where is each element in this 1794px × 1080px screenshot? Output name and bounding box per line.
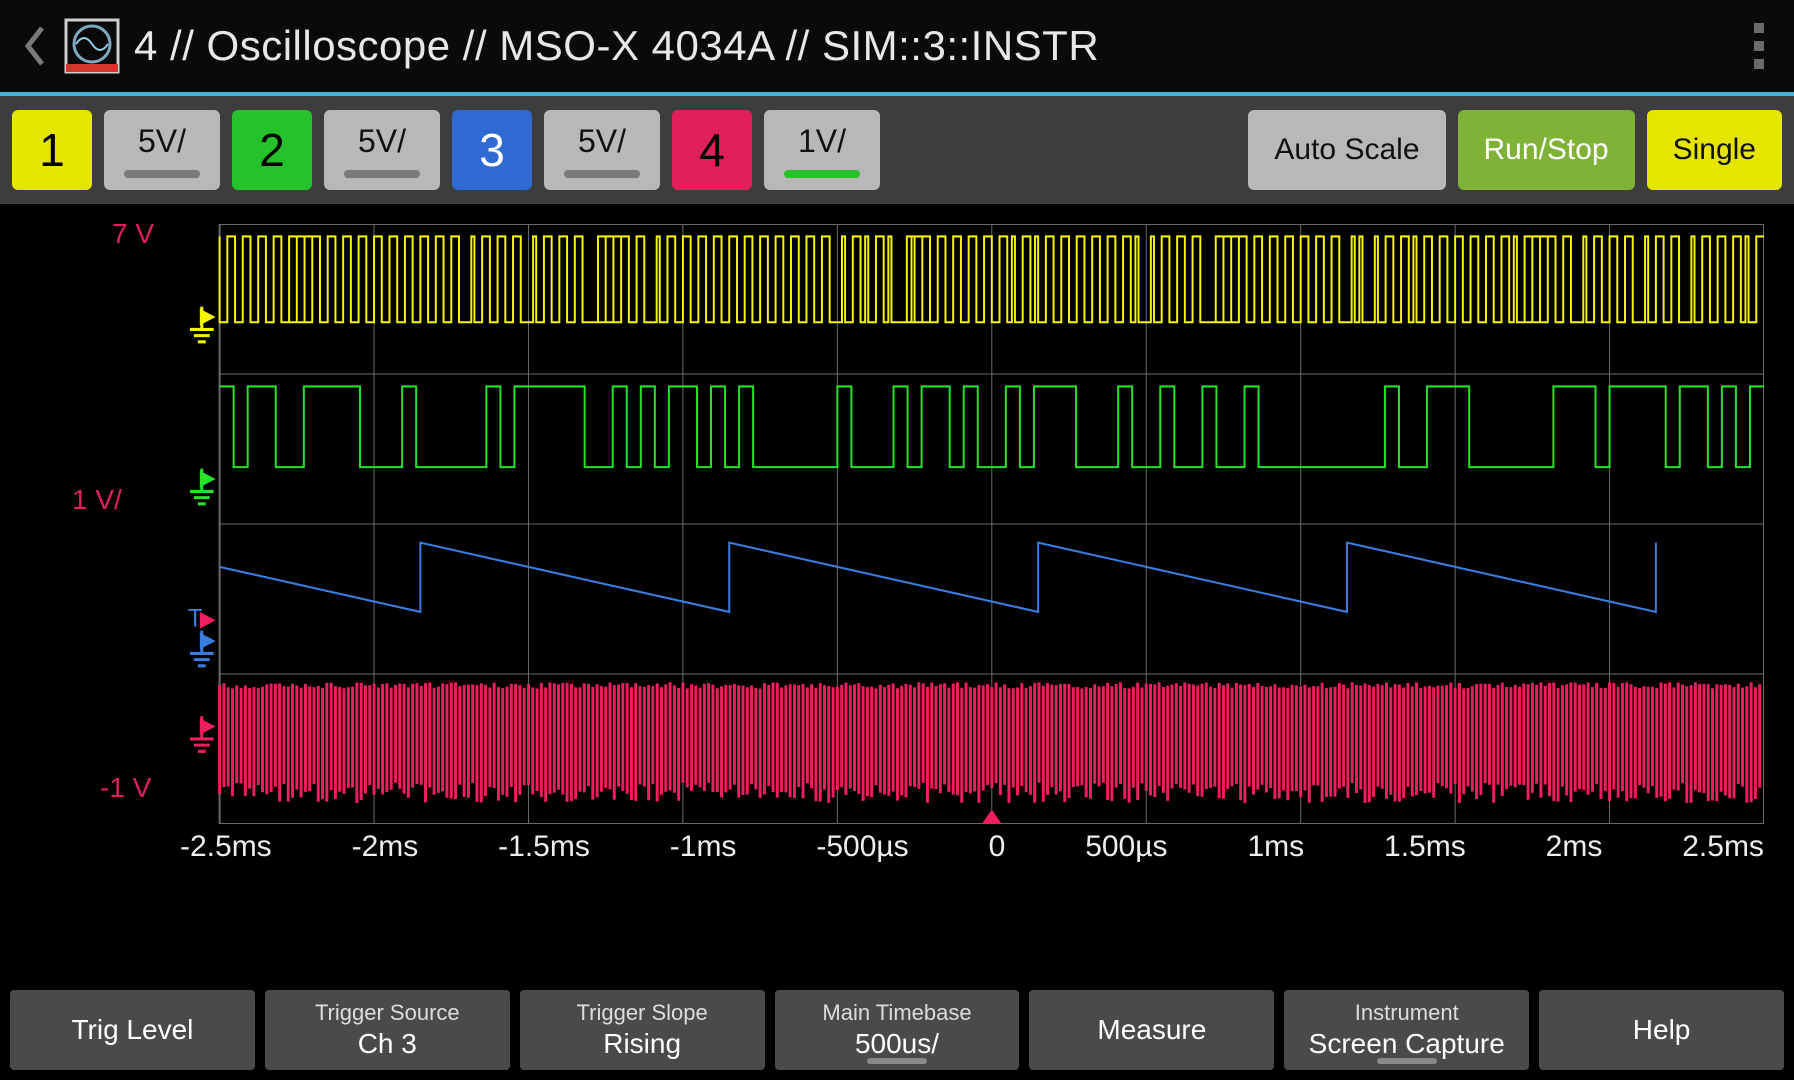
x-axis-labels: -2.5ms-2ms-1.5ms-1ms-500µs0500µs1ms1.5ms… — [180, 824, 1764, 864]
y-axis-scale-label: 1 V/ — [72, 484, 122, 516]
y-axis-top-label: 7 V — [112, 218, 154, 250]
channel-2-button[interactable]: 2 — [232, 110, 312, 190]
channel-3-button[interactable]: 3 — [452, 110, 532, 190]
channel-3-scale[interactable]: 5V/ — [544, 110, 660, 190]
channel-1-scale[interactable]: 5V/ — [104, 110, 220, 190]
trig-source-button[interactable]: Trigger SourceCh 3 — [265, 990, 510, 1070]
measure-button[interactable]: Measure — [1029, 990, 1274, 1070]
channel-control-bar: 15V/25V/35V/41V/ Auto Scale Run/Stop Sin… — [0, 96, 1794, 204]
bottom-toolbar: Trig LevelTrigger SourceCh 3Trigger Slop… — [0, 984, 1794, 1080]
channel-2-scale[interactable]: 5V/ — [324, 110, 440, 190]
page-title: 4 // Oscilloscope // MSO-X 4034A // SIM:… — [134, 22, 1099, 70]
title-bar: 4 // Oscilloscope // MSO-X 4034A // SIM:… — [0, 0, 1794, 92]
back-button[interactable] — [20, 16, 50, 76]
trig-slope-button[interactable]: Trigger SlopeRising — [520, 990, 765, 1070]
overflow-menu-icon[interactable] — [1754, 23, 1764, 69]
timebase-button[interactable]: Main Timebase500us/ — [775, 990, 1020, 1070]
trig-level-button[interactable]: Trig Level — [10, 990, 255, 1070]
channel-4-scale[interactable]: 1V/ — [764, 110, 880, 190]
single-button[interactable]: Single — [1647, 110, 1782, 190]
waveform-display[interactable]: 7 V 1 V/ -1 V T -2.5ms-2ms-1.5ms-1ms-500… — [0, 204, 1794, 984]
waveform-canvas: T — [180, 224, 1764, 824]
channel-1-button[interactable]: 1 — [12, 110, 92, 190]
runstop-button[interactable]: Run/Stop — [1458, 110, 1635, 190]
y-axis-bottom-label: -1 V — [100, 772, 151, 804]
screencap-button[interactable]: InstrumentScreen Capture — [1284, 990, 1529, 1070]
help-button[interactable]: Help — [1539, 990, 1784, 1070]
app-icon — [64, 18, 120, 74]
channel-4-button[interactable]: 4 — [672, 110, 752, 190]
autoscale-button[interactable]: Auto Scale — [1248, 110, 1445, 190]
